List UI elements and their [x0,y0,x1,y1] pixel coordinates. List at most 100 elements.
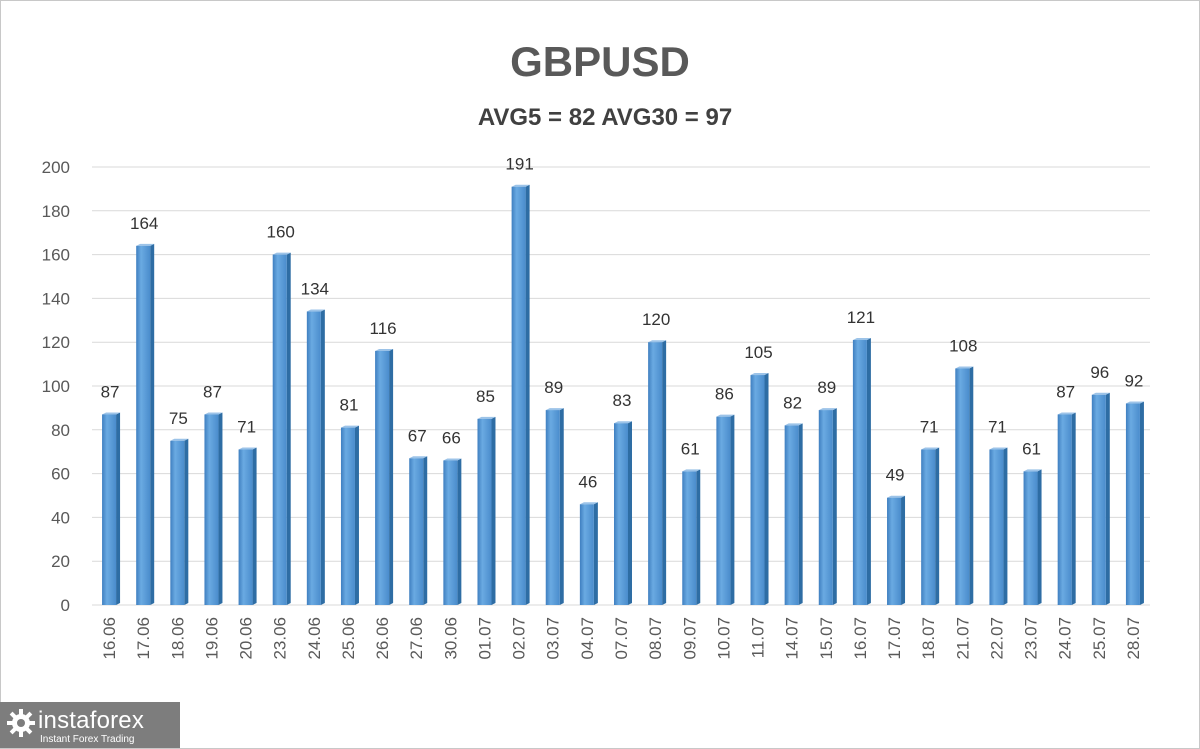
bar-top [477,416,496,419]
x-tick-label: 18.07 [919,617,938,660]
x-tick-label: 16.07 [851,617,870,660]
bar-side [901,495,906,605]
bar [989,449,1004,605]
x-tick-label: 04.07 [578,617,597,660]
x-tick-label: 25.06 [339,617,358,660]
bar-top [648,340,667,343]
bar [682,471,697,605]
bar-side [218,412,223,605]
x-tick-label: 22.07 [987,617,1006,660]
bar [443,460,458,605]
bar-top [238,447,257,450]
bar [545,410,560,605]
data-label: 191 [505,155,533,174]
brand-name: instaforex [38,707,145,734]
bar-top [989,447,1008,450]
bar-top [921,447,940,450]
gear-icon [7,709,35,737]
chart-title: GBPUSD [510,38,690,85]
bar [170,440,185,605]
chart-subtitle: AVG5 = 82 AVG30 = 97 [477,104,733,131]
bars [102,184,1144,605]
x-tick-label: 07.07 [612,617,631,660]
bar [1091,394,1106,605]
data-label: 108 [949,336,977,355]
bar-top [409,456,428,459]
x-tick-label: 30.06 [441,617,460,660]
bar-top [1057,412,1076,415]
bar-top [375,348,394,351]
bar-side [525,184,530,605]
bar [136,245,151,605]
bar-side [116,412,121,605]
data-label: 82 [783,393,802,412]
bar-top [443,458,462,461]
bar [409,458,424,605]
brand-logo: instaforex Instant Forex Trading [0,702,180,748]
bar [1057,414,1072,605]
data-label: 87 [1056,382,1075,401]
bar-side [696,469,701,605]
data-label: 86 [715,385,734,404]
bar [750,375,765,605]
bar [1125,403,1140,605]
bar-top [204,412,223,415]
x-tick-label: 18.06 [168,617,187,660]
y-tick-label: 100 [42,377,70,396]
x-tick-label: 26.06 [373,617,392,660]
bar-top [716,414,735,417]
x-tick-label: 23.07 [1022,617,1041,660]
y-tick-label: 80 [51,421,70,440]
x-tick-label: 15.07 [817,617,836,660]
data-label: 92 [1124,372,1143,391]
x-tick-label: 21.07 [953,617,972,660]
x-tick-label: 10.07 [714,617,733,660]
bar-side [389,348,394,605]
x-tick-label: 16.06 [100,617,119,660]
bar-side [628,421,632,605]
bar-side [559,408,564,605]
bar-top [102,412,121,415]
data-label: 81 [340,396,359,415]
bar-side [1037,469,1042,605]
data-label: 67 [408,426,427,445]
data-label: 61 [681,439,700,458]
data-label: 71 [988,418,1007,437]
y-tick-label: 20 [51,552,70,571]
bar [204,414,219,605]
bar [1023,471,1038,605]
x-tick-label: 24.06 [305,617,324,660]
bar [102,414,117,605]
x-tick-label: 02.07 [510,617,529,660]
bar-top [306,309,325,312]
y-tick-label: 180 [42,202,70,221]
x-tick-label: 24.07 [1056,617,1075,660]
bar [852,340,867,605]
x-tick-label: 23.06 [271,617,290,660]
data-label: 105 [744,343,772,362]
bar-top [340,425,359,428]
bar-side [423,456,428,605]
bar-side [286,252,291,605]
bar [511,186,526,605]
bar [716,416,731,605]
bar-top [784,423,803,426]
bar-side [832,408,837,605]
x-axis: 16.06 17.06 18.06 19.06 20.06 23.06 24.06 25.06… [100,617,1143,660]
bar-top [579,502,598,505]
bar-top [1091,392,1110,395]
bar-side [798,423,803,605]
bar [955,368,970,605]
bar [238,449,253,605]
y-tick-label: 140 [42,289,70,308]
bar-top [136,243,155,246]
bar-top [750,373,769,376]
data-label: 75 [169,409,188,428]
data-label: 87 [203,382,222,401]
x-tick-label: 27.06 [407,617,426,660]
bar-side [935,447,940,605]
bar-top [614,421,632,424]
data-label: 71 [237,418,256,437]
bar-side [866,338,871,605]
bar-top [1023,469,1042,472]
